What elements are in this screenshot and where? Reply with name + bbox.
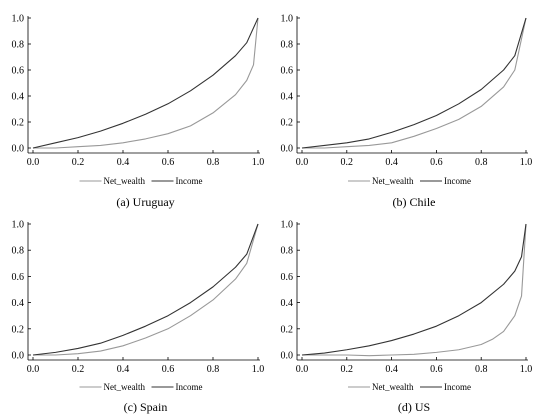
- y-tick-label: 0.0: [12, 144, 25, 155]
- x-tick-label: 1.0: [252, 364, 265, 375]
- legend-label: Income: [176, 382, 203, 392]
- series-line-net-wealth: [302, 223, 527, 357]
- y-tick-label: 0.4: [281, 92, 294, 103]
- y-tick-label: 1.0: [281, 14, 294, 25]
- series-line-net-wealth: [302, 17, 527, 149]
- x-tick-label: 0.8: [207, 364, 220, 375]
- y-tick-label: 0.8: [281, 40, 294, 51]
- legend-label: Income: [444, 176, 471, 186]
- y-tick-label: 0.8: [12, 40, 25, 51]
- y-tick-label: 0.2: [281, 324, 294, 335]
- legend-label: Income: [444, 382, 471, 392]
- x-tick-label: 0.8: [475, 157, 488, 168]
- x-tick-label: 0.6: [430, 157, 443, 168]
- series-line-net-wealth: [33, 223, 259, 356]
- y-tick-label: 0.6: [281, 272, 294, 283]
- y-tick-label: 0.2: [12, 324, 25, 335]
- x-tick-label: 0.2: [72, 364, 85, 375]
- chart-panel-2: 0.0 0.2 0.4 0.6 0.8 1.0 0.0 0.2 0.4 0.6 0.8 1.0 Net_…: [281, 14, 533, 210]
- x-tick-label: 0.2: [72, 157, 85, 168]
- series-line-income: [32, 223, 259, 356]
- y-tick-label: 0.4: [281, 298, 294, 309]
- y-tick-label: 0.0: [281, 351, 294, 362]
- x-tick-label: 0.2: [341, 157, 354, 168]
- legend-label: Income: [176, 176, 203, 186]
- y-tick-label: 1.0: [281, 220, 294, 231]
- series-line-income: [301, 223, 527, 356]
- x-tick-label: 0.6: [162, 157, 175, 168]
- x-tick-label: 1.0: [520, 157, 533, 168]
- panel-caption: (b) Chile: [393, 195, 436, 209]
- y-tick-label: 0.0: [12, 351, 25, 362]
- y-tick-label: 1.0: [12, 220, 25, 231]
- legend-label: Net_wealth: [104, 382, 146, 392]
- x-tick-label: 0.6: [162, 364, 175, 375]
- y-tick-label: 0.0: [281, 144, 294, 155]
- y-tick-label: 0.4: [12, 92, 25, 103]
- legend-label: Net_wealth: [104, 176, 146, 186]
- x-tick-label: 1.0: [252, 157, 265, 168]
- chart-panel-3: 0.0 0.2 0.4 0.6 0.8 1.0 0.0 0.2 0.4 0.6 0.8 1.0 Net_…: [12, 220, 265, 415]
- x-tick-label: 0.4: [385, 364, 398, 375]
- x-tick-label: 0.4: [117, 157, 130, 168]
- y-tick-label: 0.2: [281, 118, 294, 129]
- legend-label: Net_wealth: [372, 176, 414, 186]
- x-tick-label: 0.4: [117, 364, 130, 375]
- y-tick-label: 0.2: [12, 118, 25, 129]
- panel-caption: (a) Uruguay: [116, 195, 174, 209]
- x-tick-label: 0.8: [207, 157, 220, 168]
- chart-panel-4: 0.0 0.2 0.4 0.6 0.8 1.0 0.0 0.2 0.4 0.6 0.8 1.0 Net_…: [281, 220, 533, 415]
- y-tick-label: 0.6: [12, 272, 25, 283]
- y-tick-label: 0.8: [12, 246, 25, 257]
- y-tick-label: 1.0: [12, 14, 25, 25]
- y-tick-label: 0.6: [12, 66, 25, 77]
- y-tick-label: 0.6: [281, 66, 294, 77]
- y-tick-label: 0.8: [281, 246, 294, 257]
- legend-label: Net_wealth: [372, 382, 414, 392]
- x-tick-label: 0.2: [341, 364, 354, 375]
- x-tick-label: 0.0: [27, 364, 40, 375]
- x-tick-label: 0.0: [27, 157, 40, 168]
- x-tick-label: 0.6: [430, 364, 443, 375]
- y-tick-label: 0.4: [12, 298, 25, 309]
- x-tick-label: 1.0: [520, 364, 533, 375]
- x-tick-label: 0.0: [296, 364, 309, 375]
- series-line-income: [32, 17, 259, 149]
- panel-caption: (d) US: [398, 400, 430, 414]
- x-tick-label: 0.4: [385, 157, 398, 168]
- x-tick-label: 0.8: [475, 364, 488, 375]
- series-line-net-wealth: [33, 17, 259, 149]
- chart-panel-1: 0.0 0.2 0.4 0.6 0.8 1.0 0.0 0.2 0.4 0.6 0.8 1.0 Net_…: [12, 14, 265, 210]
- x-tick-label: 0.0: [296, 157, 309, 168]
- panel-caption: (c) Spain: [124, 400, 168, 414]
- series-line-income: [301, 17, 527, 149]
